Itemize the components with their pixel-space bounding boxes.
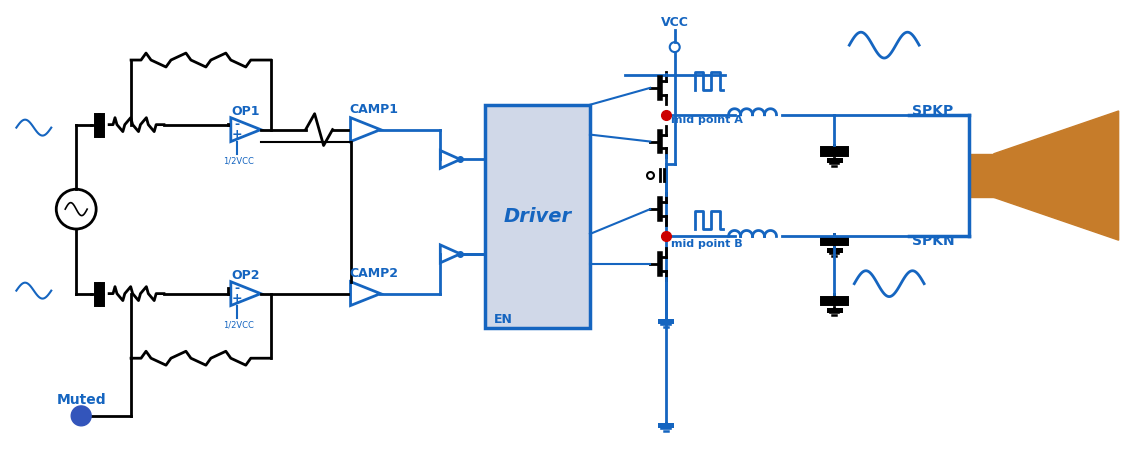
Polygon shape: [994, 111, 1119, 240]
Text: -: -: [234, 118, 240, 131]
Text: EN: EN: [494, 313, 512, 326]
Text: mid point A: mid point A: [671, 115, 743, 125]
Text: +: +: [232, 292, 242, 305]
Polygon shape: [969, 154, 994, 197]
Circle shape: [71, 406, 92, 426]
Text: +: +: [232, 128, 242, 141]
Text: SPKP: SPKP: [912, 104, 953, 118]
Text: SPKN: SPKN: [912, 235, 955, 248]
Text: 1/2VCC: 1/2VCC: [223, 157, 254, 166]
Text: CAMP2: CAMP2: [349, 267, 398, 280]
Text: OP1: OP1: [232, 105, 260, 118]
FancyBboxPatch shape: [485, 105, 590, 328]
Text: OP2: OP2: [232, 269, 260, 282]
Text: VCC: VCC: [661, 16, 689, 29]
Text: CAMP1: CAMP1: [349, 103, 398, 116]
Text: mid point B: mid point B: [671, 240, 742, 249]
Text: Muted: Muted: [57, 393, 106, 407]
Text: Driver: Driver: [503, 207, 571, 226]
Text: 1/2VCC: 1/2VCC: [223, 321, 254, 330]
Text: -: -: [234, 282, 240, 295]
